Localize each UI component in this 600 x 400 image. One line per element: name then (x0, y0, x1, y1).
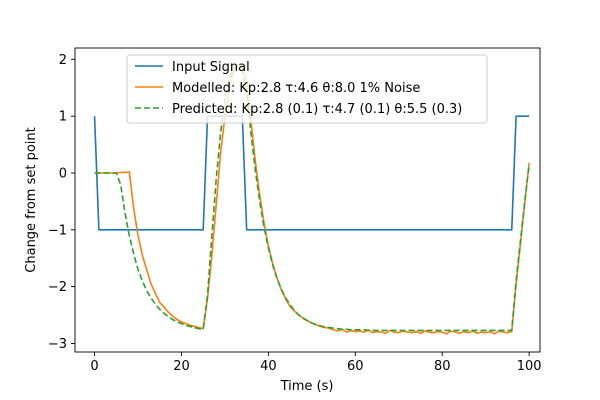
x-axis-ticks: 0 20 40 60 80 100 (90, 352, 542, 374)
series-line-2 (94, 67, 530, 332)
x-tick-label: 60 (347, 359, 364, 374)
y-axis-ticks: −3 −2 −1 0 1 2 (48, 53, 75, 352)
y-tick-label: −2 (48, 280, 67, 295)
y-tick-label: −3 (48, 337, 67, 352)
x-tick-label: 0 (90, 359, 98, 374)
y-axis-label: Change from set point (24, 127, 39, 272)
legend: Input Signal Modelled: Kp:2.8 τ:4.6 θ:8.… (126, 54, 488, 124)
series-line-0 (93, 115, 530, 231)
x-tick-label: 40 (260, 359, 277, 374)
axes-border (74, 47, 541, 353)
x-tick-label: 100 (517, 359, 542, 374)
x-axis-label: Time (s) (280, 379, 334, 394)
y-tick-label: 2 (59, 53, 67, 68)
y-tick-label: 1 (59, 110, 67, 125)
y-tick-label: 0 (59, 167, 67, 182)
x-tick-label: 80 (434, 359, 451, 374)
legend-label-modelled: Modelled: Kp:2.8 τ:4.6 θ:8.0 1% Noise (172, 81, 420, 96)
legend-box (126, 54, 488, 124)
axes-frame (74, 47, 541, 353)
y-tick-label: −1 (48, 223, 67, 238)
legend-label-predicted: Predicted: Kp:2.8 (0.1) τ:4.7 (0.1) θ:5.… (172, 102, 462, 117)
legend-label-input: Input Signal (172, 60, 250, 75)
x-tick-label: 20 (173, 359, 190, 374)
